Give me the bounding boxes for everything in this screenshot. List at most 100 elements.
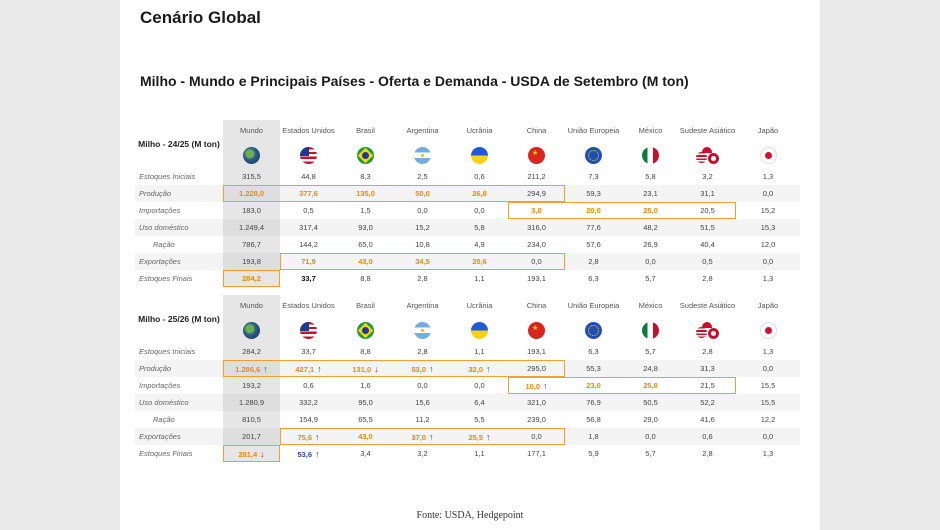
column-header-china: China xyxy=(526,126,547,135)
cell-value: 0,0 xyxy=(762,257,774,266)
cell-value: 8,3 xyxy=(360,172,371,181)
column-header-mexico: México xyxy=(638,301,663,310)
cell-value: 15,3 xyxy=(760,223,776,232)
cell-value: 294,9 xyxy=(527,189,546,198)
cell-value: 25,8 xyxy=(643,381,658,390)
cell-value: 0,0 xyxy=(645,432,656,441)
cell-value: 810,5 xyxy=(242,415,261,424)
cell-china: 239,0 xyxy=(508,411,565,428)
year-label: Milho - 24/25 (M ton) xyxy=(138,139,220,149)
cell-value: 154,9 xyxy=(299,415,318,424)
cell-sea: 3,2 xyxy=(679,168,736,185)
cell-argentina: 53,0 ↑ xyxy=(394,360,451,377)
cell-value: 12,0 xyxy=(760,240,776,249)
cell-value: 0,0 xyxy=(762,189,774,198)
arrow-down-icon: ↓ xyxy=(260,448,265,459)
column-header-brazil: Brasil xyxy=(356,126,375,135)
usa-flag-icon xyxy=(300,146,317,164)
column-header-eu: União Europeia xyxy=(567,301,620,310)
cell-china: 211,2 xyxy=(508,168,565,185)
cell-ukraine: 20,6 xyxy=(451,253,508,270)
cell-value: 0,0 xyxy=(417,206,428,215)
cell-world: 1.280,9 xyxy=(223,394,280,411)
cell-value: 50,5 xyxy=(643,398,658,407)
cell-value: 20,5 xyxy=(700,206,715,215)
cell-usa: 0,6 xyxy=(280,377,337,394)
cell-brazil: 65,5 xyxy=(337,411,394,428)
china-flag-icon: ★ xyxy=(528,321,545,339)
cell-value: 0,0 xyxy=(645,257,656,266)
cell-value: 5,5 xyxy=(474,415,485,424)
cell-sea: 2,8 xyxy=(679,445,736,462)
cell-argentina: 15,6 xyxy=(394,394,451,411)
arrow-up-icon: ↑ xyxy=(315,448,320,459)
table-row-exports: Exportações 201,7 75,6 ↑ 43,0 37,0 ↑ 25,5 ↑ 0,0 1,… xyxy=(135,428,800,445)
cell-usa: 44,8 xyxy=(280,168,337,185)
cell-value: 377,6 xyxy=(299,189,318,198)
cell-value: 1.249,4 xyxy=(238,223,265,232)
sea-flag-icon xyxy=(695,321,720,339)
cell-value: 24,8 xyxy=(643,364,658,373)
cell-brazil: 43,0 xyxy=(337,253,394,270)
cell-brazil: 3,4 xyxy=(337,445,394,462)
cell-value: 59,3 xyxy=(586,189,601,198)
cell-value: 12,2 xyxy=(760,415,776,424)
cell-china: 193,1 xyxy=(508,270,565,287)
cell-japan: 15,2 xyxy=(736,202,800,219)
cell-sea: 0,5 xyxy=(679,253,736,270)
column-header-sea: Sudeste Asiático xyxy=(679,126,736,135)
cell-value: 1,1 xyxy=(474,347,485,356)
cell-brazil: 131,0 ↓ xyxy=(337,360,394,377)
cell-value: 20,6 xyxy=(472,257,487,266)
cell-brazil: 65,0 xyxy=(337,236,394,253)
flag-cell xyxy=(337,317,394,343)
cell-value: 1,1 xyxy=(474,449,485,458)
cell-value: 26,8 xyxy=(472,189,487,198)
cell-china: 0,0 xyxy=(508,253,565,270)
flag-cell xyxy=(223,317,280,343)
cell-value: 15,5 xyxy=(760,398,776,407)
cell-value: 1.228,0 xyxy=(238,189,265,198)
cell-world: 1.286,6 ↑ xyxy=(223,360,280,377)
column-header-argentina: Argentina xyxy=(406,301,439,310)
cell-value: 43,0 xyxy=(358,257,373,266)
highlight-box xyxy=(223,360,565,377)
cell-mexico: 0,0 xyxy=(622,253,679,270)
cell-value: 1,5 xyxy=(360,206,371,215)
cell-world: 284,2 xyxy=(223,343,280,360)
cell-usa: 75,6 ↑ xyxy=(280,428,337,445)
cell-argentina: 34,5 xyxy=(394,253,451,270)
cell-japan: 15,3 xyxy=(736,219,800,236)
cell-value: 193,1 xyxy=(527,274,546,283)
cell-usa: 33,7 xyxy=(280,270,337,287)
cell-eu: 76,9 xyxy=(565,394,622,411)
cell-usa: 53,6 ↑ xyxy=(280,445,337,462)
cell-ukraine: 1,1 xyxy=(451,445,508,462)
cell-world: 193,8 xyxy=(223,253,280,270)
cell-value: 1.280,9 xyxy=(238,398,265,407)
mexico-flag-icon xyxy=(642,321,659,339)
cell-value: 41,6 xyxy=(700,415,715,424)
cell-value: 26,9 xyxy=(643,240,658,249)
cell-value: 284,2 xyxy=(242,347,261,356)
cell-value: 211,2 xyxy=(527,172,546,181)
cell-eu: 5,9 xyxy=(565,445,622,462)
cell-argentina: 11,2 xyxy=(394,411,451,428)
cell-value: 5,9 xyxy=(588,449,599,458)
cell-eu: 2,8 xyxy=(565,253,622,270)
arrow-up-icon: ↑ xyxy=(317,363,322,374)
argentina-flag-icon xyxy=(414,321,431,339)
cell-world: 183,0 xyxy=(223,202,280,219)
cell-sea: 21,5 xyxy=(679,377,736,394)
cell-value: 37,0 xyxy=(411,432,427,442)
cell-japan: 15,5 xyxy=(736,394,800,411)
cell-value: 53,0 xyxy=(411,364,427,374)
cell-value: 1,6 xyxy=(360,381,371,390)
cell-ukraine: 0,6 xyxy=(451,168,508,185)
flag-cell xyxy=(394,317,451,343)
cell-value: 1,3 xyxy=(762,172,774,181)
cell-value: 48,2 xyxy=(643,223,658,232)
flag-cell xyxy=(451,317,508,343)
cell-china: 193,1 xyxy=(508,343,565,360)
ukraine-flag-icon xyxy=(471,146,488,164)
